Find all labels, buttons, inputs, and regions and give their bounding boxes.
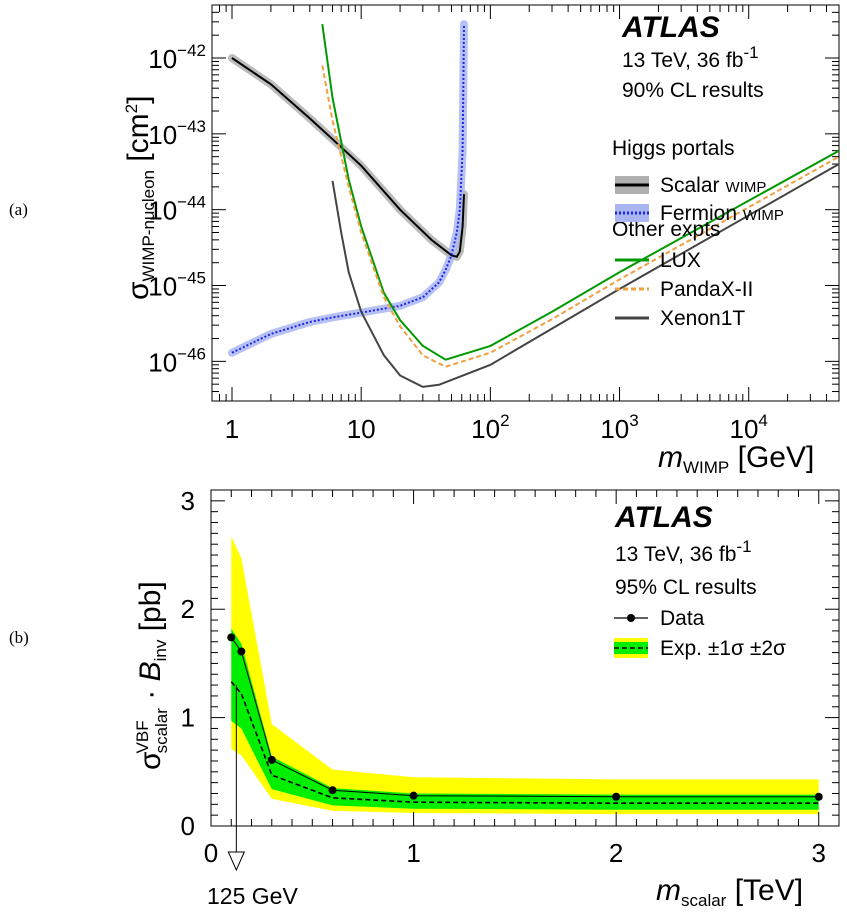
legend-label-fermion: Fermion WIMP bbox=[660, 202, 784, 225]
legend-label-name: Fermion bbox=[660, 202, 737, 225]
legend-label-pandax-ii: PandaX-II bbox=[660, 278, 753, 301]
x-tick-label: 1 bbox=[406, 838, 420, 868]
legend-label-scalar: Scalar WIMP bbox=[660, 174, 766, 197]
panel-b-tag: (b) bbox=[9, 628, 29, 647]
band-scalar bbox=[228, 54, 468, 261]
observed-point bbox=[612, 792, 621, 801]
observed-point bbox=[227, 633, 236, 642]
panel-a-atlas-label: ATLAS bbox=[621, 11, 720, 44]
panel-a-x-axis-title: mWIMP [GeV] bbox=[658, 441, 814, 477]
y-tick-label: 10−43 bbox=[148, 117, 206, 150]
y-tick-label-base: 10 bbox=[148, 196, 177, 226]
x-tick-label-exp: 2 bbox=[500, 411, 509, 430]
legend-label-xenon1t: Xenon1T bbox=[660, 307, 745, 330]
panel-a-legend: Scalar WIMP Fermion WIMP LUX PandaX-II Xenon1T bbox=[615, 174, 784, 330]
legend-label-small: WIMP bbox=[726, 179, 767, 196]
x-tick-label: 10 bbox=[347, 414, 376, 444]
higgs-mass-annotation: 125 GeV bbox=[207, 883, 298, 909]
series-line-xenon1t bbox=[331, 163, 840, 388]
legend-header-higgs-portals: Higgs portals bbox=[612, 137, 735, 160]
panel-a-cl-label: 90% CL results bbox=[622, 79, 764, 102]
panel-b-chart: 0 1 2 3 0 1 2 3 ATLAS 13 TeV, 36 fb-1 95% CL re… bbox=[133, 486, 840, 910]
x-tick-label-exp: 3 bbox=[629, 411, 638, 430]
panel-a-bands bbox=[228, 20, 468, 357]
panel-a-energy-lumi: 13 TeV, 36 fb-1 bbox=[622, 43, 759, 72]
panel-b-tick-labels: 0 1 2 3 0 1 2 3 bbox=[181, 486, 826, 868]
observed-point bbox=[814, 792, 823, 801]
x-tick-label: 3 bbox=[812, 838, 826, 868]
y-tick-label-exp: −42 bbox=[177, 41, 206, 60]
y-tick-label-base: 10 bbox=[148, 272, 177, 302]
legend-label-name: Scalar bbox=[660, 174, 720, 197]
series-line-lux bbox=[321, 23, 840, 361]
y-tick-label-base: 10 bbox=[148, 347, 177, 377]
y-tick-label-exp: −46 bbox=[177, 344, 206, 363]
higgs-mass-arrow bbox=[227, 685, 246, 872]
y-tick-label-base: 10 bbox=[148, 44, 177, 74]
x-tick-label-exp: 4 bbox=[758, 411, 767, 430]
observed-point bbox=[237, 647, 246, 656]
y-tick-label-base: 10 bbox=[148, 120, 177, 150]
panel-b-ticks bbox=[210, 490, 839, 827]
legend-expected-label: Exp. ±1σ ±2σ bbox=[660, 637, 786, 660]
panel-b-lines bbox=[227, 633, 823, 804]
panel-b-x-axis-title: mscalar [TeV] bbox=[656, 874, 803, 910]
legend-label-name: PandaX-II bbox=[660, 278, 753, 301]
panel-a-tag: (a) bbox=[9, 200, 28, 219]
y-tick-label: 10−45 bbox=[148, 269, 206, 302]
y-tick-label: 0 bbox=[181, 811, 195, 841]
x-tick-label: 2 bbox=[609, 838, 623, 868]
observed-point bbox=[267, 755, 276, 764]
series-line-fermion bbox=[231, 24, 465, 354]
legend-label-lux: LUX bbox=[660, 249, 701, 272]
legend-data-label: Data bbox=[660, 607, 705, 630]
panel-a-y-axis-title: σWIMP-nucleon [cm2] bbox=[122, 96, 158, 300]
observed-point bbox=[328, 786, 337, 795]
series-line-pandax-ii bbox=[321, 65, 840, 368]
y-tick-label: 2 bbox=[181, 594, 195, 624]
x-tick-label: 103 bbox=[600, 411, 638, 444]
legend-header-other-expts: Other expts bbox=[612, 218, 721, 241]
y-tick-label: 10−44 bbox=[148, 193, 206, 226]
panel-b-frame bbox=[210, 489, 840, 827]
panel-a-lines bbox=[231, 23, 840, 388]
x-tick-label-base: 10 bbox=[471, 414, 500, 444]
panel-b-atlas-label: ATLAS bbox=[614, 501, 713, 534]
x-tick-label: 104 bbox=[730, 411, 768, 444]
y-tick-label: 1 bbox=[181, 703, 195, 733]
observed-point bbox=[409, 791, 418, 800]
band-fermion bbox=[228, 20, 468, 357]
y-tick-label: 10−42 bbox=[148, 41, 206, 74]
x-tick-label: 1 bbox=[225, 414, 239, 444]
legend-label-small: WIMP bbox=[743, 207, 784, 224]
band-1sigma bbox=[231, 628, 819, 810]
expected-line bbox=[230, 681, 819, 804]
y-tick-label: 10−46 bbox=[148, 344, 206, 377]
panel-b-y-axis-title: σVBFscalar · Binv [pb] bbox=[133, 581, 171, 770]
y-tick-label: 3 bbox=[181, 486, 195, 516]
panel-b-energy-lumi: 13 TeV, 36 fb-1 bbox=[615, 537, 752, 566]
series-line-scalar bbox=[231, 57, 465, 258]
legend-label-name: Xenon1T bbox=[660, 307, 745, 330]
arrow-head bbox=[227, 851, 246, 872]
panel-b-legend: Data Exp. ±1σ ±2σ bbox=[614, 607, 786, 660]
x-tick-label: 102 bbox=[471, 411, 509, 444]
x-tick-label-base: 10 bbox=[600, 414, 629, 444]
legend-label-name: LUX bbox=[660, 249, 701, 272]
legend-data-marker bbox=[627, 614, 635, 622]
y-tick-label-exp: −44 bbox=[177, 193, 206, 212]
x-tick-label-base: 10 bbox=[730, 414, 759, 444]
panel-b-bands bbox=[231, 536, 819, 815]
panel-a-frame bbox=[211, 4, 840, 402]
panel-b-cl-label: 95% CL results bbox=[615, 576, 757, 599]
x-tick-label: 0 bbox=[204, 838, 218, 868]
y-tick-label-exp: −43 bbox=[177, 117, 206, 136]
y-tick-label-exp: −45 bbox=[177, 269, 206, 288]
